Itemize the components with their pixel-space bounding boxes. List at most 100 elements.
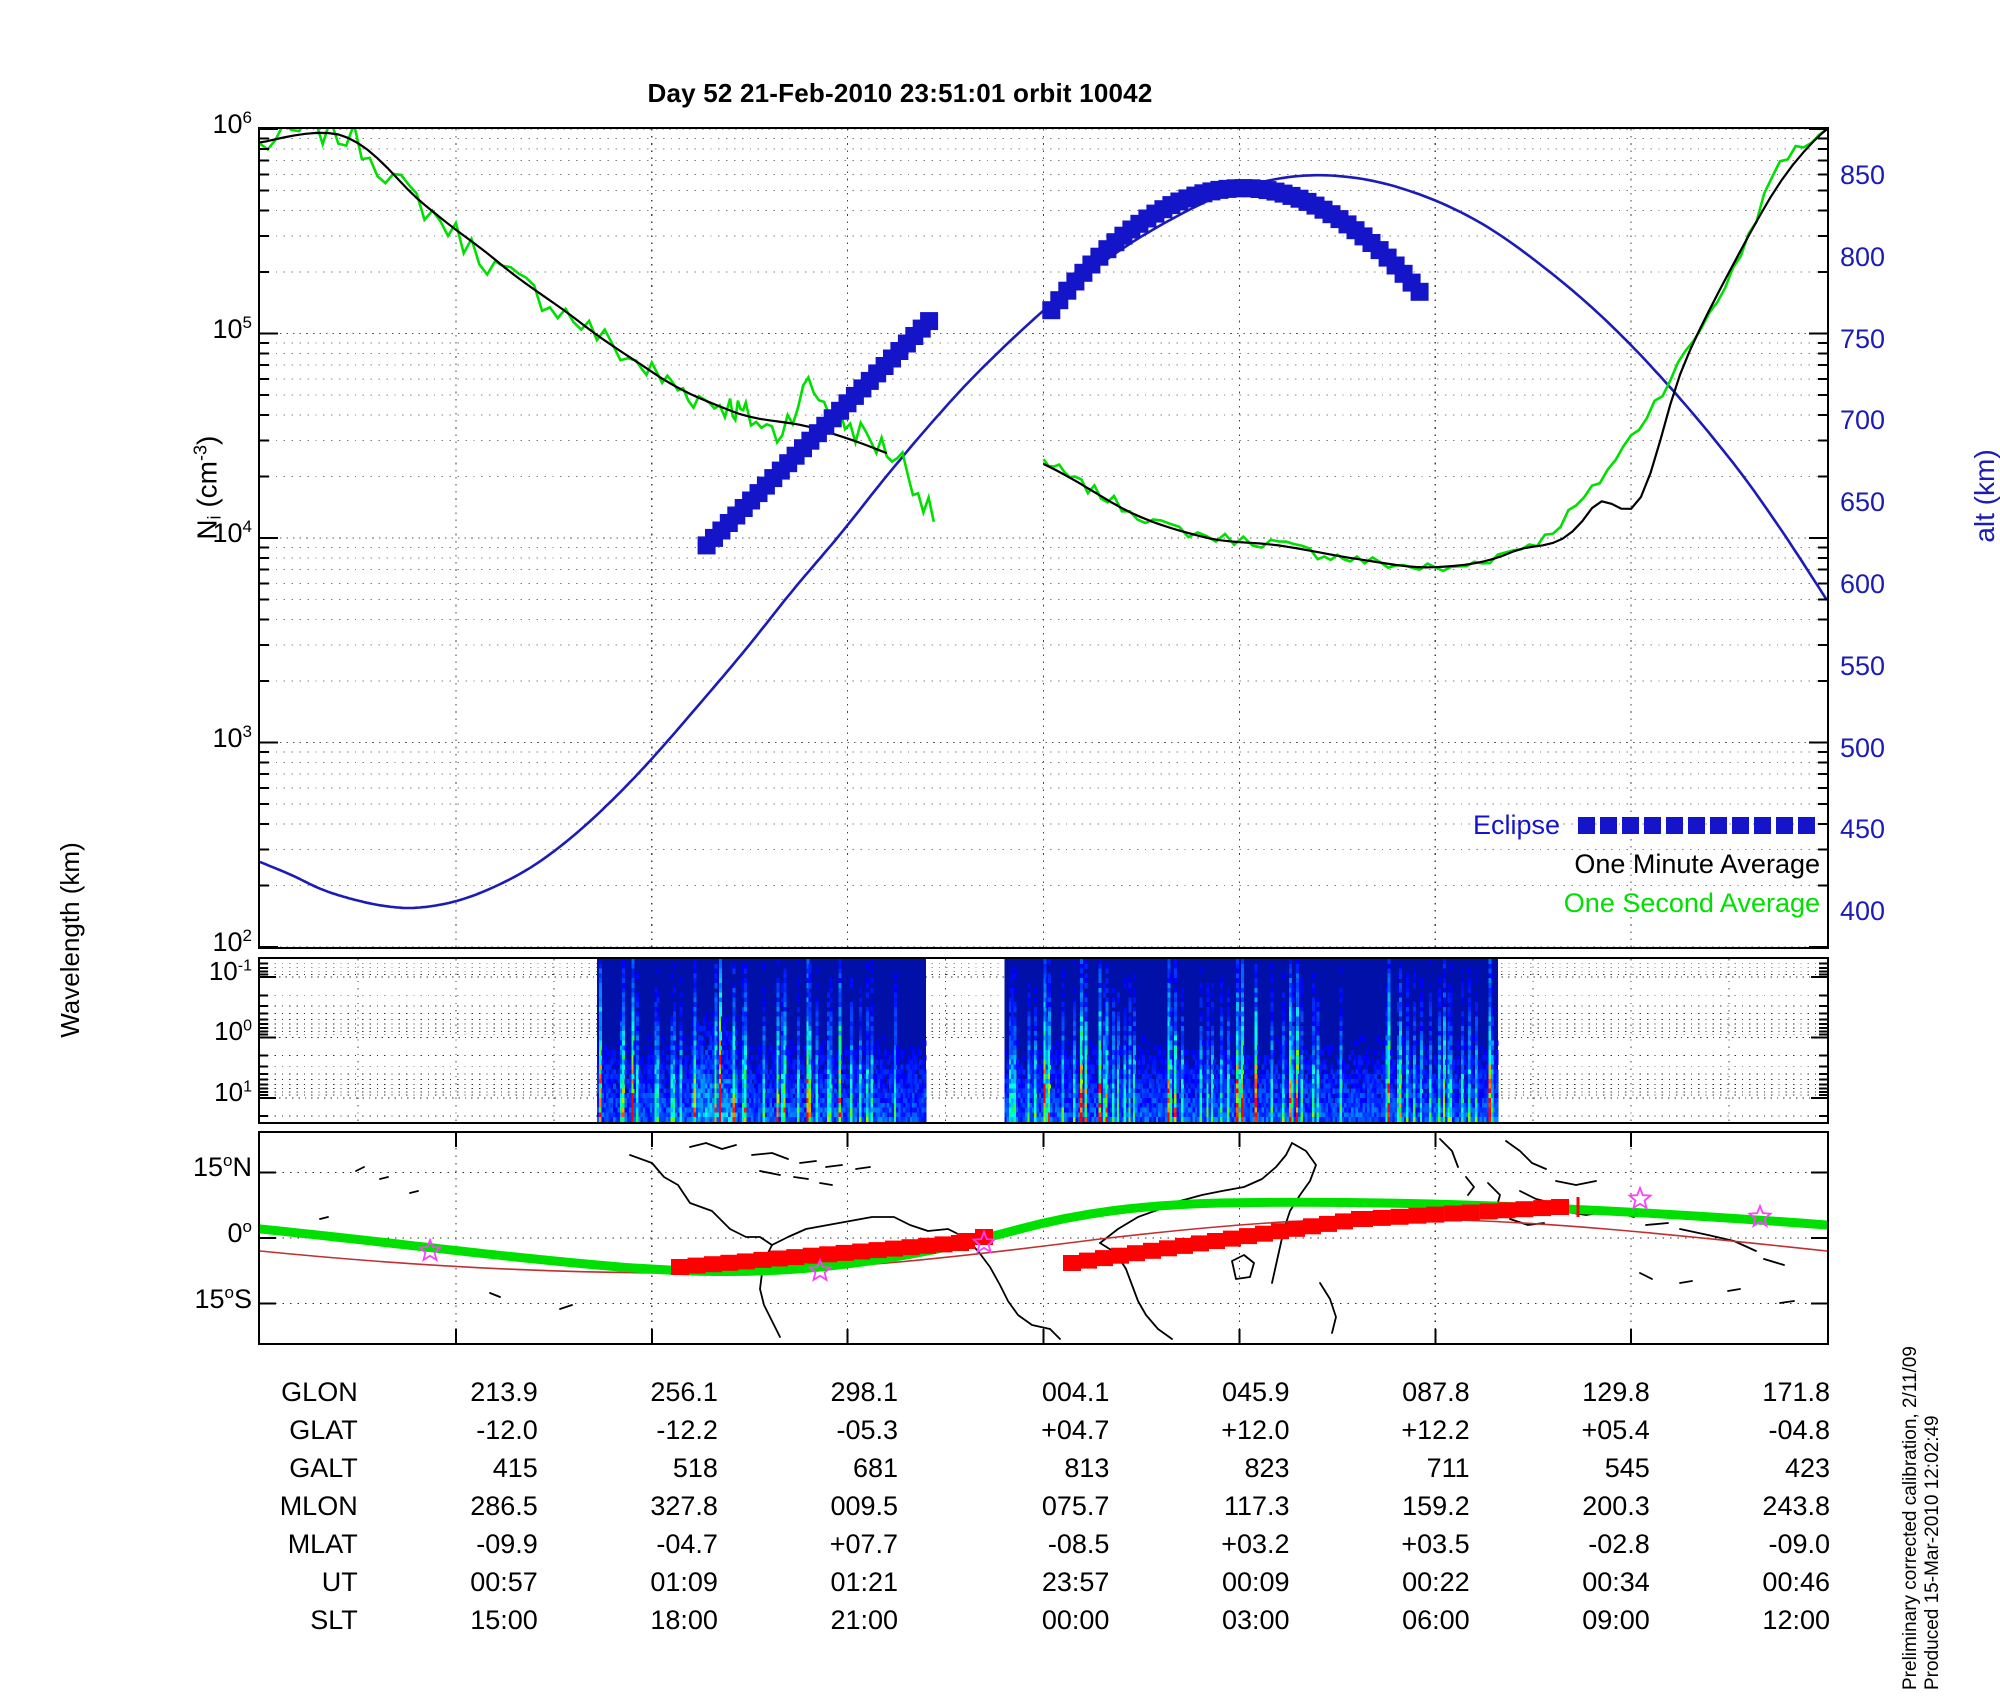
coastline-segment	[489, 1292, 573, 1310]
map-eclipse-square	[1207, 1233, 1225, 1249]
table-cell: 01:09	[650, 1566, 718, 1597]
map-eclipse-square	[1255, 1225, 1273, 1242]
y-tick-left-3: 103	[212, 721, 252, 753]
y-tick-right-850: 850	[1840, 160, 1886, 191]
table-cell: 681	[853, 1452, 899, 1483]
spectrogram-svg	[260, 959, 1827, 1122]
table-cell: 087.8	[1402, 1376, 1470, 1407]
table-cell: 545	[1604, 1452, 1650, 1483]
eclipse-marker-group	[697, 179, 1429, 555]
table-cell: 256.1	[650, 1376, 718, 1407]
map-eclipse-square	[1127, 1245, 1145, 1262]
coastline-segment	[771, 1216, 965, 1246]
coastline-segment	[689, 1142, 871, 1170]
legend: Eclipse One Minute Average One Second Av…	[1470, 806, 1820, 923]
table-cell: 00:34	[1582, 1566, 1650, 1597]
altitude-curve	[260, 173, 1827, 910]
table-cell: 00:09	[1221, 1566, 1290, 1597]
map-eclipse-square	[703, 1256, 722, 1273]
table-cell: 711	[1426, 1452, 1470, 1483]
table-row-label: MLAT	[287, 1528, 358, 1559]
table-cell: 18:00	[650, 1604, 718, 1635]
map-star-markers	[417, 1185, 1773, 1282]
table-cell: 171.8	[1762, 1376, 1830, 1407]
one-second-average-curve	[260, 129, 936, 523]
map-eclipse-square	[802, 1247, 821, 1264]
map-eclipse-square	[1063, 1255, 1081, 1271]
legend-item-one-minute: One Minute Average	[1470, 845, 1820, 884]
table-row-label: GALT	[289, 1452, 358, 1483]
table-cell: 823	[1244, 1452, 1290, 1483]
map-eclipse-square	[975, 1229, 993, 1245]
wavelength-spectrogram-panel	[258, 957, 1829, 1124]
map-eclipse-square	[868, 1242, 887, 1259]
map-eclipse-square	[671, 1259, 689, 1275]
y-tick-right-650: 650	[1840, 487, 1886, 518]
axis-ticks	[260, 129, 1827, 947]
table-cell: -04.7	[656, 1528, 718, 1559]
table-cell: 03:00	[1221, 1604, 1290, 1635]
legend-label-eclipse: Eclipse	[1472, 810, 1560, 840]
eclipse-swatch-square	[1754, 816, 1771, 834]
table-cell: 213.9	[470, 1376, 538, 1407]
legend-item-eclipse: Eclipse	[1470, 806, 1820, 845]
table-row-label: GLON	[281, 1376, 358, 1407]
coastlines	[319, 1138, 1795, 1340]
coastline-segment	[629, 1154, 773, 1246]
spectrogram-data	[596, 959, 1499, 1122]
table-cell: 286.5	[470, 1490, 538, 1521]
map-eclipse-square	[720, 1254, 739, 1271]
map-eclipse-square	[1515, 1201, 1534, 1218]
map-eclipse-square	[835, 1244, 854, 1261]
table-cell: +03.5	[1401, 1528, 1470, 1559]
table-cell: 15:00	[470, 1604, 538, 1635]
wavelength-axis-ticks: 10-1 100 101	[130, 957, 252, 1124]
map-svg	[260, 1133, 1827, 1343]
map-lat-tick-2: 15oS	[194, 1282, 252, 1314]
table-cell: 00:00	[1041, 1604, 1110, 1635]
table-cell: -04.8	[1768, 1414, 1830, 1445]
one-minute-average-curve-b	[1043, 129, 1827, 569]
y-tick-right-750: 750	[1840, 323, 1886, 354]
table-cell: 004.1	[1041, 1376, 1110, 1407]
map-lat-tick-1: 0o	[227, 1217, 253, 1248]
calibration-note: Preliminary corrected calibration, 2/11/…	[1900, 1346, 1921, 1690]
y-tick-right-500: 500	[1840, 732, 1886, 763]
map-eclipse-square	[1095, 1250, 1113, 1267]
wavelength-tick-0: 100	[214, 1016, 252, 1047]
map-eclipse-square	[769, 1250, 788, 1267]
table-cell: 159.2	[1402, 1490, 1470, 1521]
map-eclipse-square	[736, 1253, 755, 1270]
eclipse-swatch-square	[1600, 816, 1617, 834]
table-row-label: SLT	[310, 1604, 358, 1635]
magnetic-equator-line	[260, 1217, 1827, 1274]
table-row-label: UT	[321, 1566, 358, 1597]
map-eclipse-square	[1239, 1228, 1257, 1245]
map-eclipse-markers	[671, 1197, 1580, 1275]
y-tick-right-700: 700	[1840, 405, 1886, 436]
map-eclipse-square	[819, 1246, 838, 1263]
table-cell: 129.8	[1582, 1376, 1650, 1407]
map-latitude-ticks: 15oN 0o 15oS	[150, 1131, 252, 1345]
map-eclipse-square	[1319, 1215, 1337, 1232]
map-ticks	[260, 1133, 1827, 1343]
table-row: GLAT -12.0 -12.2 -05.3 +04.7 +12.0 +12.2 +05.4 -…	[190, 1411, 1830, 1449]
map-eclipse-square	[918, 1237, 937, 1254]
map-eclipse-square	[1079, 1252, 1097, 1269]
table-cell: 045.9	[1221, 1376, 1290, 1407]
map-eclipse-square	[1111, 1247, 1129, 1264]
table-cell: 075.7	[1041, 1490, 1110, 1521]
table-row: GALT 415 518 681 813 823 711 545 423	[190, 1449, 1830, 1487]
coastline-segment	[319, 1166, 419, 1220]
eclipse-swatch-square	[1776, 816, 1793, 834]
y-tick-left-5: 105	[212, 312, 252, 344]
legend-item-one-second: One Second Average	[1470, 884, 1820, 923]
table-cell: 21:00	[830, 1604, 899, 1635]
table-cell: 243.8	[1762, 1490, 1830, 1521]
y-axis-left-title: Ni (cm-3)	[190, 435, 225, 540]
eclipse-swatch-square	[1710, 816, 1727, 834]
eclipse-swatch-square	[1666, 816, 1683, 834]
table-cell: 09:00	[1582, 1604, 1650, 1635]
eclipse-swatch-icon	[1578, 816, 1820, 835]
